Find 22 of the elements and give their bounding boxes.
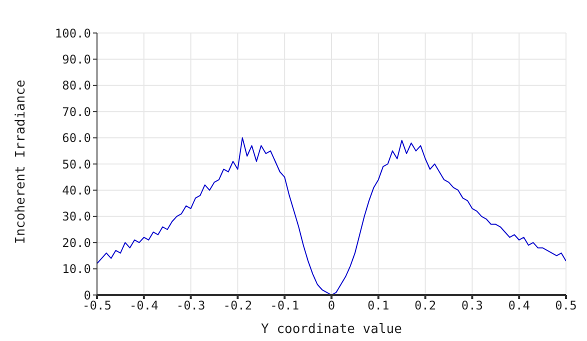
- y-tick-label: 40.0: [62, 183, 91, 198]
- x-axis-title: Y coordinate value: [261, 322, 402, 337]
- y-tick-label: 20.0: [62, 236, 91, 250]
- y-tick-label: 60.0: [62, 131, 91, 146]
- x-tick-label: 0.2: [414, 298, 436, 313]
- y-tick-label: 50.0: [62, 157, 91, 172]
- y-tick-label: 30.0: [62, 210, 91, 224]
- y-tick-label: 70.0: [62, 104, 91, 119]
- x-tick-label: 0.1: [368, 298, 390, 313]
- x-tick-label: -0.2: [223, 298, 252, 313]
- x-tick-label: 0.5: [555, 298, 577, 313]
- x-tick-label: -0.3: [176, 298, 206, 313]
- y-axis-title: Incoherent Irradiance: [14, 79, 29, 244]
- y-tick-label: 90.0: [62, 52, 91, 66]
- x-tick-label: 0.4: [508, 298, 530, 313]
- y-tick-label: 10.0: [62, 262, 91, 276]
- x-tick-label: 0.3: [461, 298, 484, 313]
- x-tick-label: 0: [328, 298, 336, 313]
- x-tick-label: -0.4: [129, 298, 158, 313]
- x-tick-label: -0.1: [270, 298, 300, 313]
- y-tick-label: 80.0: [62, 78, 91, 93]
- y-tick-label: 100.0: [54, 26, 91, 40]
